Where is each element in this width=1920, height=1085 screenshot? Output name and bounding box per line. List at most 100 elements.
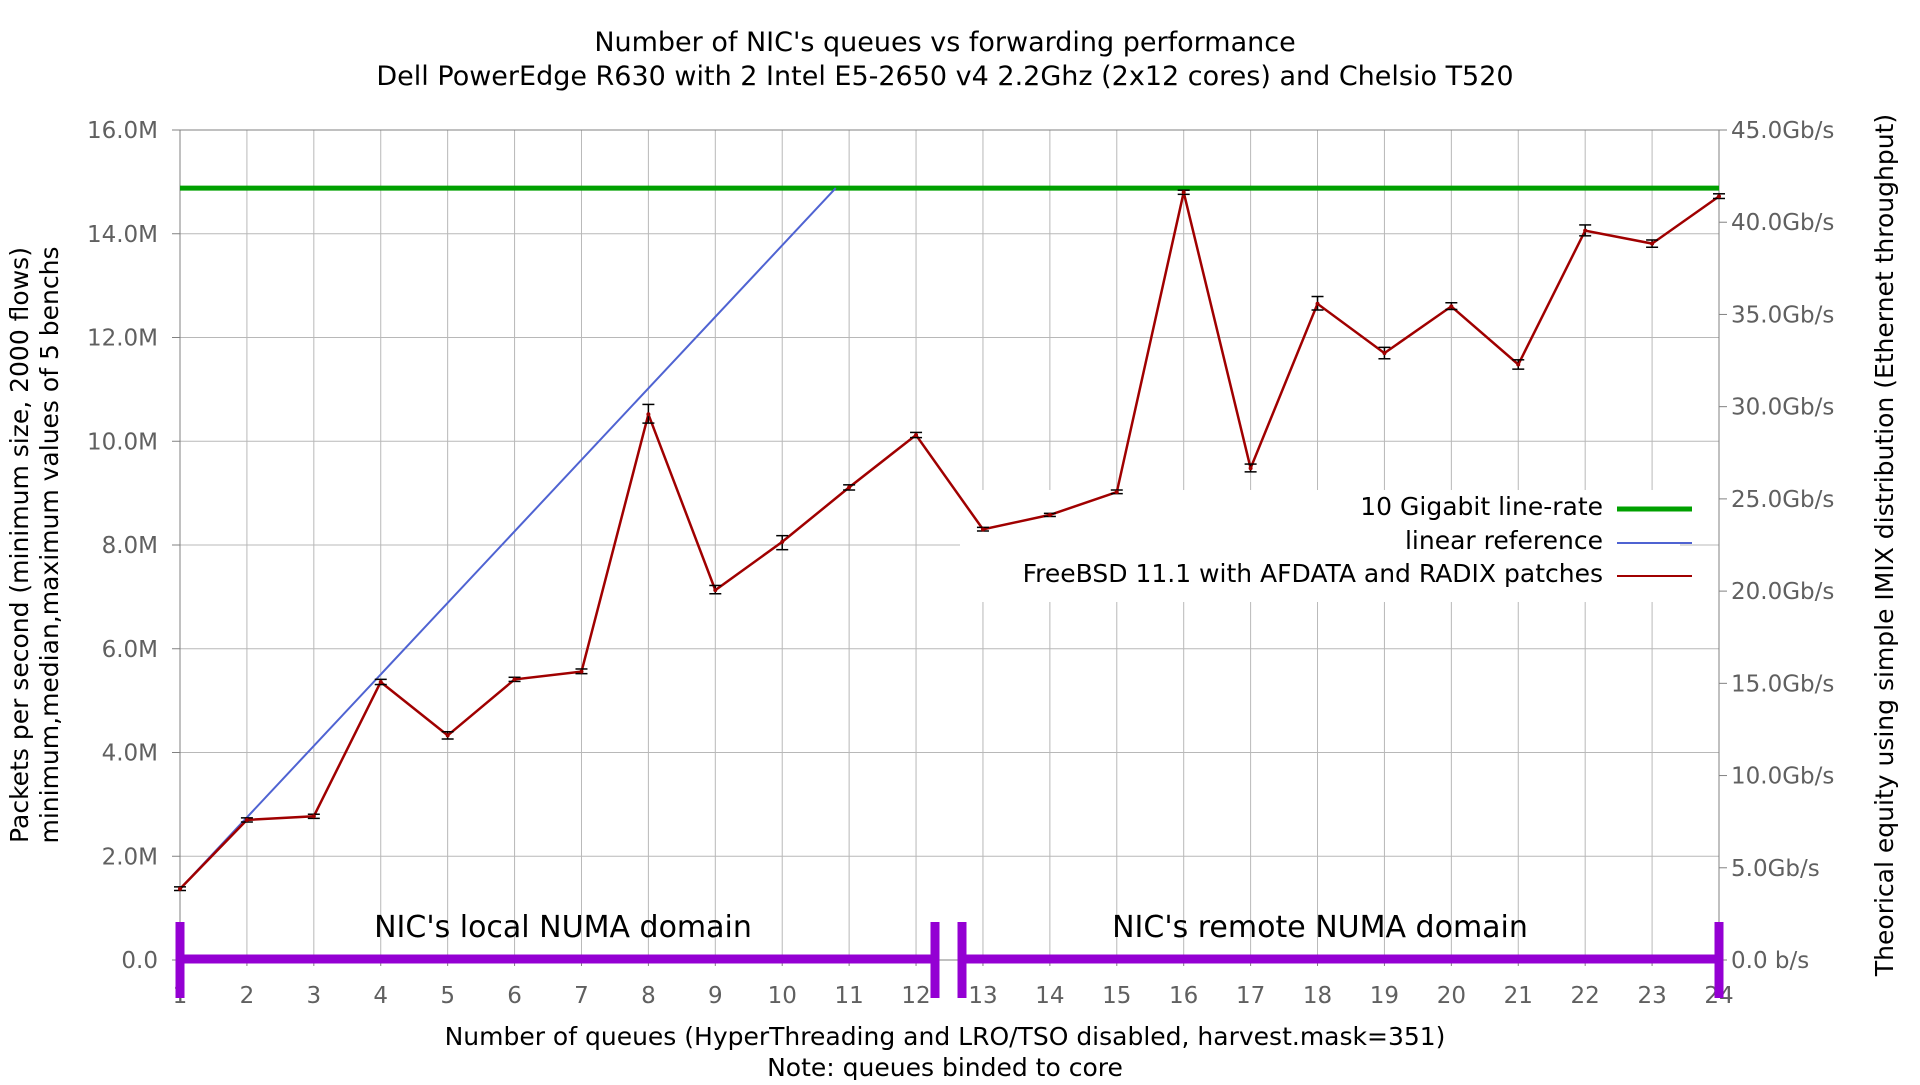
freebsd-error-bar xyxy=(174,886,186,892)
x-tick-label: 22 xyxy=(1571,983,1600,1009)
freebsd-point xyxy=(646,412,651,417)
x-tick-label: 18 xyxy=(1303,983,1332,1009)
y-tick-label: 6.0M xyxy=(102,637,158,663)
y-tick-label: 0.0 xyxy=(121,948,158,974)
y2-tick-label: 10.0Gb/s xyxy=(1731,764,1834,790)
freebsd-point xyxy=(1650,241,1655,246)
freebsd-point xyxy=(1516,362,1521,367)
freebsd-error-bar xyxy=(976,526,989,532)
x-tick-label: 3 xyxy=(307,983,322,1009)
freebsd-error-bar xyxy=(508,676,521,683)
freebsd-point xyxy=(1717,194,1721,199)
freebsd-line xyxy=(179,192,1720,890)
x-tick-label: 8 xyxy=(641,983,656,1009)
freebsd-error-bar xyxy=(1043,512,1056,518)
freebsd-point xyxy=(244,817,249,822)
x-axis-note: Note: queues binded to core xyxy=(767,1053,1123,1080)
freebsd-point xyxy=(847,485,852,490)
y2-tick-label: 45.0Gb/s xyxy=(1731,118,1834,144)
freebsd-error-bar xyxy=(776,534,789,551)
freebsd-point xyxy=(914,433,919,438)
legend: 10 Gigabit line-rate linear reference Fr… xyxy=(1023,492,1692,588)
x-tick-label: 5 xyxy=(440,983,455,1009)
y2-tick-label: 5.0Gb/s xyxy=(1731,856,1820,882)
freebsd-point xyxy=(1449,304,1454,309)
linear-reference-line xyxy=(179,187,837,890)
y-tick-label: 14.0M xyxy=(87,222,158,248)
x-tick-label: 6 xyxy=(507,983,522,1009)
freebsd-error-bar xyxy=(441,731,454,740)
y2-tick-label: 30.0Gb/s xyxy=(1731,395,1834,421)
freebsd-point xyxy=(1181,190,1186,195)
series xyxy=(174,185,1725,892)
x-tick-label: 9 xyxy=(708,983,723,1009)
freebsd-point xyxy=(512,677,517,682)
freebsd-point xyxy=(1382,351,1387,356)
y-axis-label-secondary: minimum,median,maximum values of 5 bench… xyxy=(35,246,64,843)
freebsd-error-bar xyxy=(1110,489,1123,495)
freebsd-point xyxy=(1248,466,1253,471)
y-tick-label: 4.0M xyxy=(102,741,158,767)
numa-remote-label: NIC's remote NUMA domain xyxy=(1112,910,1528,945)
freebsd-point xyxy=(579,669,584,674)
freebsd-error-bar xyxy=(843,484,856,491)
x-tick-label: 19 xyxy=(1370,983,1399,1009)
freebsd-error-bar xyxy=(642,403,655,424)
x-tick-label: 13 xyxy=(968,983,997,1009)
y-tick-label: 12.0M xyxy=(87,326,158,352)
y2-tick-label: 15.0Gb/s xyxy=(1731,671,1834,697)
freebsd-point xyxy=(713,588,718,593)
freebsd-point xyxy=(1583,228,1588,233)
x-tick-label: 2 xyxy=(240,983,255,1009)
x-tick-label: 11 xyxy=(834,983,863,1009)
x-tick-label: 12 xyxy=(901,983,930,1009)
y-axis-label: Packets per second (minimum size, 2000 f… xyxy=(5,247,34,843)
legend-label-line-rate: 10 Gigabit line-rate xyxy=(1360,492,1603,521)
right-y-axis: 0.0 b/s 5.0Gb/s 10.0Gb/s 15.0Gb/s 20.0Gb/s 25… xyxy=(1719,118,1834,974)
freebsd-error-bar xyxy=(1378,346,1391,360)
freebsd-point xyxy=(1315,301,1320,306)
x-tick-label: 15 xyxy=(1102,983,1131,1009)
freebsd-error-bar xyxy=(709,584,722,595)
freebsd-point xyxy=(445,733,450,738)
y-tick-label: 16.0M xyxy=(87,118,158,144)
legend-label-freebsd: FreeBSD 11.1 with AFDATA and RADIX patch… xyxy=(1023,559,1603,588)
x-tick-label: 20 xyxy=(1437,983,1466,1009)
x-tick-label: 23 xyxy=(1637,983,1666,1009)
y-tick-label: 8.0M xyxy=(102,533,158,559)
freebsd-error-bar xyxy=(1445,301,1458,311)
freebsd-error-bar xyxy=(240,817,253,823)
y2-tick-label: 40.0Gb/s xyxy=(1731,210,1834,236)
legend-box xyxy=(960,490,1680,602)
freebsd-error-bar xyxy=(1244,463,1257,473)
y-tick-label: 2.0M xyxy=(102,844,158,870)
freebsd-point xyxy=(780,539,785,544)
x-tick-label: 21 xyxy=(1504,983,1533,1009)
freebsd-point xyxy=(378,679,383,684)
x-tick-label: 16 xyxy=(1169,983,1198,1009)
x-axis: 123456789101112131415161718192021222324 xyxy=(173,960,1734,1009)
freebsd-error-bar xyxy=(374,678,387,686)
freebsd-point xyxy=(178,886,182,891)
y2-tick-label: 35.0Gb/s xyxy=(1731,302,1834,328)
freebsd-error-bar xyxy=(1579,224,1592,237)
x-tick-label: 10 xyxy=(768,983,797,1009)
y2-tick-label: 20.0Gb/s xyxy=(1731,579,1834,605)
y2-axis-label: Theorical equity using simple IMIX distr… xyxy=(1870,114,1899,977)
freebsd-point xyxy=(1114,490,1119,495)
freebsd-error-bar xyxy=(1512,359,1525,370)
y2-tick-label: 0.0 b/s xyxy=(1731,948,1809,974)
freebsd-error-bar xyxy=(1177,189,1190,196)
x-tick-label: 17 xyxy=(1236,983,1265,1009)
chart-subtitle: Dell PowerEdge R630 with 2 Intel E5-2650… xyxy=(376,61,1513,92)
chart-title: Number of NIC's queues vs forwarding per… xyxy=(594,27,1295,58)
x-tick-label: 14 xyxy=(1035,983,1064,1009)
legend-label-linear-reference: linear reference xyxy=(1405,526,1603,555)
left-y-axis: 0.0 2.0M 4.0M 6.0M 8.0M 10.0M 12.0M 14.0M 16.0M xyxy=(87,118,180,974)
freebsd-point xyxy=(980,527,985,532)
freebsd-error-bar xyxy=(307,813,320,820)
x-axis-label: Number of queues (HyperThreading and LRO… xyxy=(445,1022,1446,1051)
y2-tick-label: 25.0Gb/s xyxy=(1731,487,1834,513)
